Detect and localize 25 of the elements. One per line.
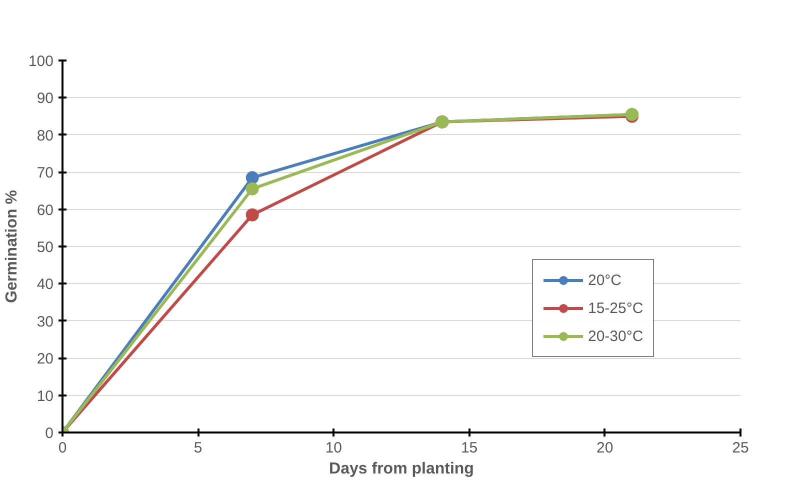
point [246, 182, 259, 196]
y-tick-label: 20 [36, 350, 54, 368]
x-tick-label: 0 [58, 440, 67, 456]
point [246, 208, 259, 222]
y-tick-label: 90 [36, 90, 54, 108]
y-tick-label: 10 [36, 388, 54, 405]
legend-label: 20-30°C [588, 328, 644, 344]
y-tick-label: 100 [28, 53, 54, 70]
x-tick-label: 25 [732, 440, 749, 456]
y-tick-label: 80 [36, 127, 54, 144]
x-tick-label: 10 [325, 440, 342, 456]
y-tick-label: 50 [36, 239, 54, 256]
x-tick-label: 5 [194, 440, 202, 456]
legend-label: 15-25°C [588, 300, 644, 316]
y-tick-label: 70 [36, 164, 54, 182]
x-tick-label: 20 [596, 440, 614, 456]
y-axis-title: Germination % [3, 190, 20, 303]
y-tick-label: 30 [36, 313, 54, 330]
legend-label: 20°C [588, 272, 622, 288]
x-tick-label: 15 [460, 440, 478, 456]
x-axis-title: Days from planting [329, 460, 474, 478]
y-tick-label: 0 [45, 425, 54, 442]
y-tick-label: 40 [36, 276, 54, 294]
y-tick-label: 60 [36, 202, 54, 219]
point [246, 171, 259, 184]
